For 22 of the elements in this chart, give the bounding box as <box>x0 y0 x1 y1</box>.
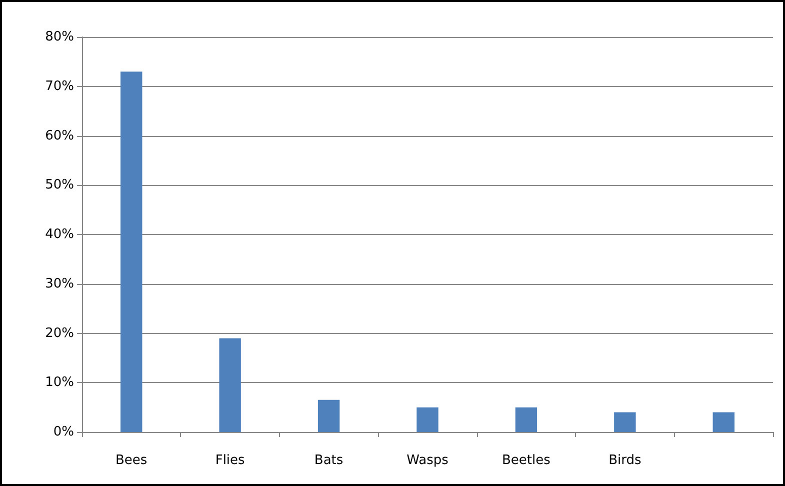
y-tick-label: 60% <box>45 128 74 144</box>
x-tick-label: Bats <box>314 453 344 468</box>
x-tick-label: Flies <box>215 453 246 468</box>
y-tick-label: 50% <box>45 178 74 193</box>
bar <box>318 400 340 432</box>
bar <box>219 338 241 432</box>
y-tick-label: 20% <box>45 326 74 341</box>
bar <box>515 407 538 432</box>
y-tick-label: 10% <box>45 375 74 390</box>
x-tick-label: Birds <box>608 453 642 468</box>
bar <box>416 407 438 432</box>
y-tick-label: 80% <box>45 30 74 44</box>
x-tick-label: Wasps <box>406 453 449 468</box>
bar <box>712 412 734 432</box>
y-tick-label: 70% <box>45 78 74 94</box>
y-tick-label: 30% <box>45 276 74 292</box>
x-tick-label: Bees <box>116 453 148 468</box>
y-tick-label: 0% <box>53 424 74 440</box>
bar <box>614 412 636 432</box>
bar <box>120 72 142 432</box>
y-tick-label: 40% <box>45 227 74 242</box>
x-tick-label: Beetles <box>502 453 551 468</box>
